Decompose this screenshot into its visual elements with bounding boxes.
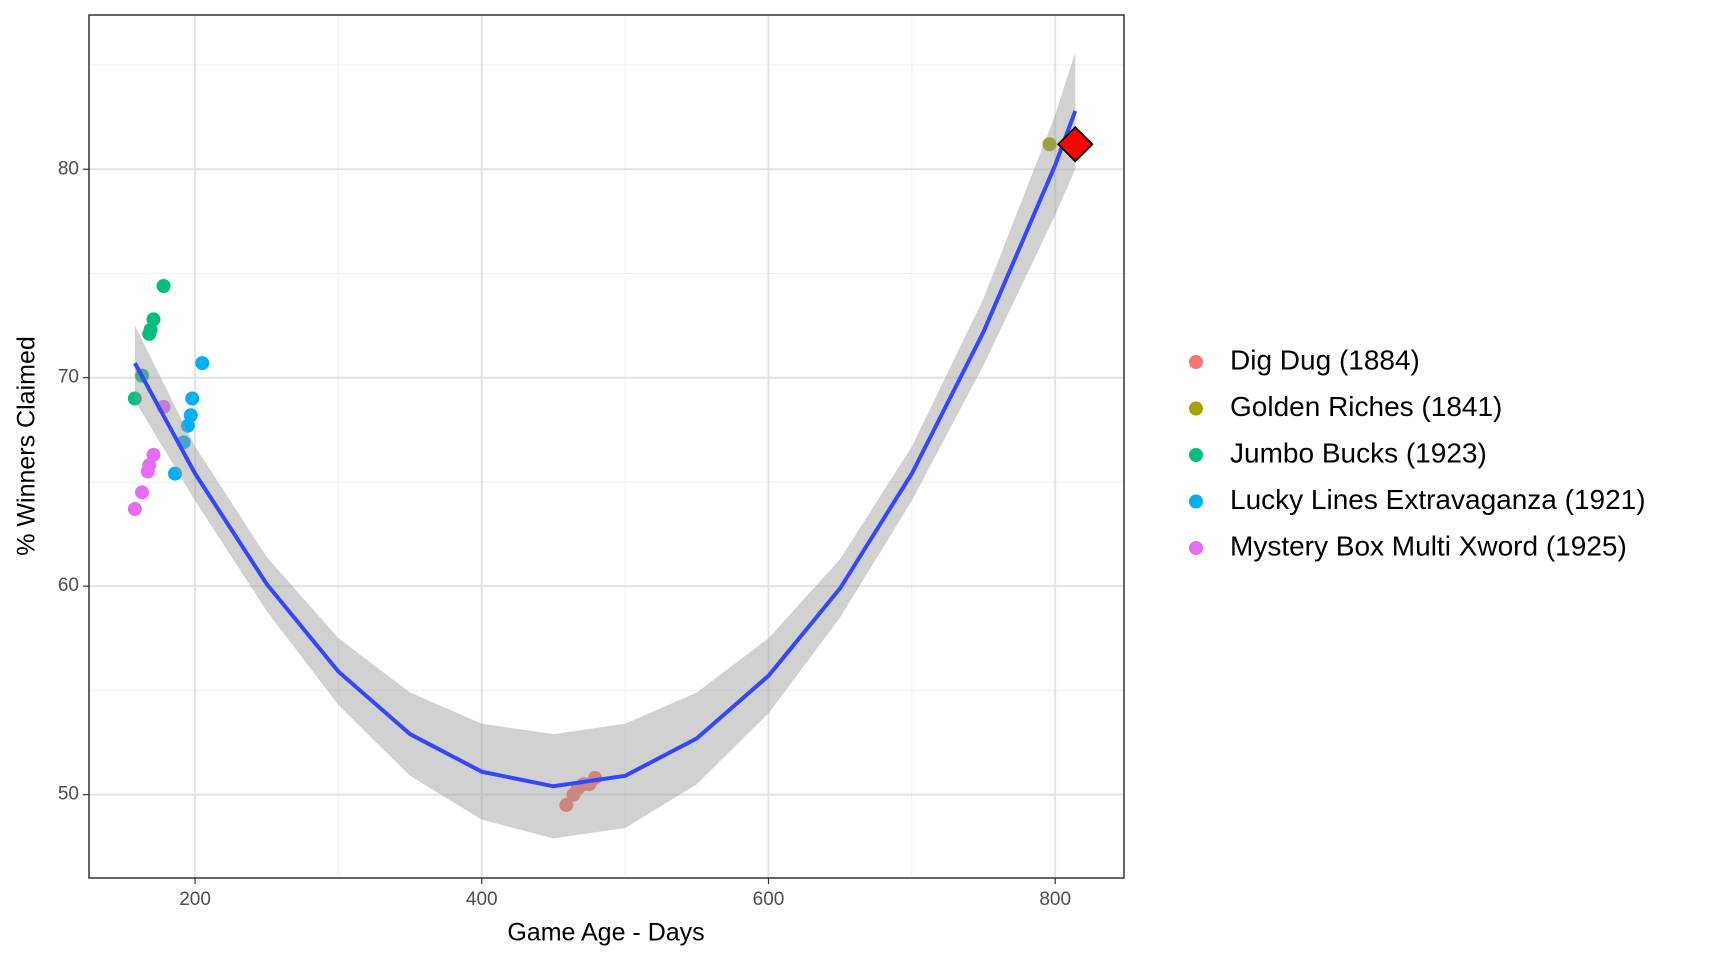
- point: [1042, 137, 1057, 152]
- y-tick-label: 50: [58, 784, 79, 805]
- panel: [89, 15, 1124, 878]
- highlight-marker: [1056, 125, 1094, 163]
- point: [156, 278, 171, 293]
- legend-label: Dig Dug (1884): [1230, 344, 1420, 375]
- y-axis-title: % Winners Claimed: [13, 336, 41, 556]
- point: [127, 502, 142, 517]
- x-tick-label: 200: [179, 889, 211, 910]
- x-tick-label: 800: [1039, 889, 1071, 910]
- point: [183, 408, 198, 423]
- point: [127, 391, 142, 406]
- legend-label: Mystery Box Multi Xword (1925): [1230, 530, 1627, 561]
- trend-line: [133, 110, 1078, 789]
- legend-key: [1189, 401, 1203, 416]
- legend-key: [1189, 494, 1203, 509]
- point: [146, 312, 161, 327]
- point: [168, 466, 183, 481]
- legend-key: [1189, 448, 1203, 462]
- legend-label: Golden Riches (1841): [1230, 391, 1502, 422]
- point: [559, 798, 574, 813]
- x-tick-label: 600: [753, 889, 785, 910]
- legend-key: [1189, 541, 1203, 555]
- point: [195, 356, 210, 371]
- y-tick-label: 80: [58, 158, 79, 179]
- legend-key: [1189, 355, 1203, 369]
- point: [146, 447, 161, 462]
- y-tick-label: 60: [58, 575, 79, 596]
- panel-border: [88, 14, 1125, 879]
- x-tick-label: 400: [466, 889, 498, 910]
- legend-label: Jumbo Bucks (1923): [1230, 437, 1487, 468]
- point: [135, 485, 150, 500]
- x-axis-title: Game Age - Days: [507, 919, 704, 947]
- legend-label: Lucky Lines Extravaganza (1921): [1230, 484, 1646, 515]
- y-tick-label: 70: [58, 367, 79, 388]
- point: [185, 391, 200, 406]
